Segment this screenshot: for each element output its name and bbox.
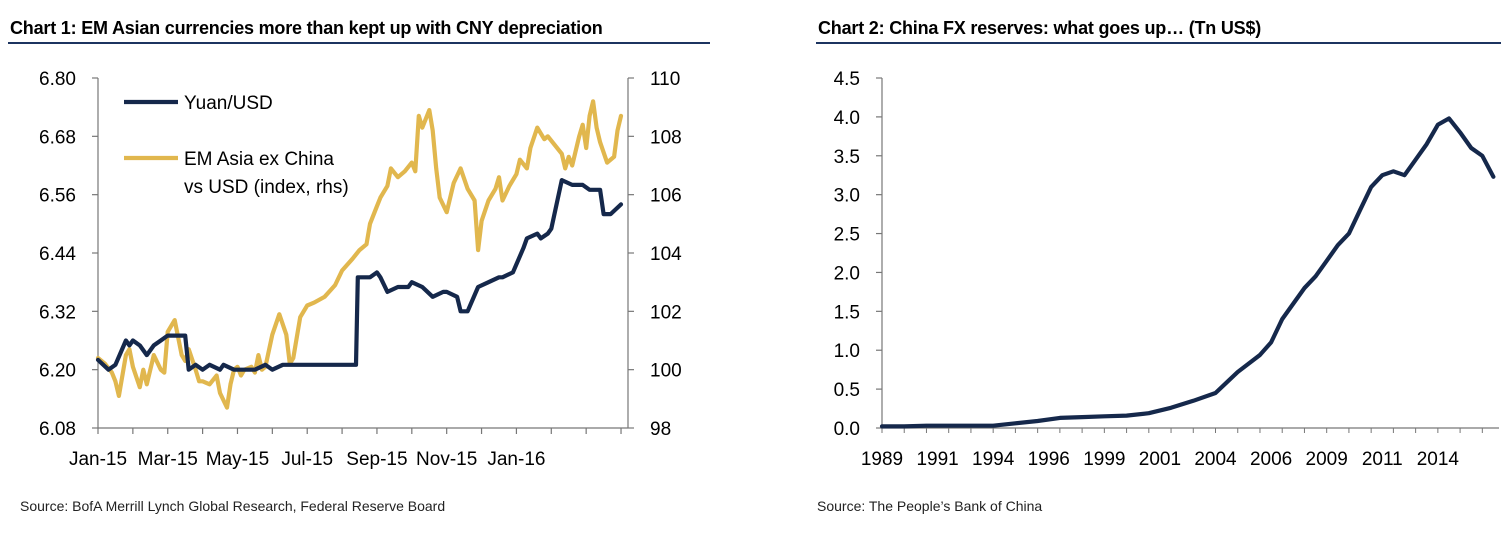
left-y-tick-label: 6.80	[39, 69, 76, 90]
yuan-usd-series-line	[95, 178, 624, 372]
x-tick-label: 2006	[1250, 449, 1292, 470]
right-y-tick-label: 104	[650, 244, 682, 265]
right-y-tick-label: 102	[650, 302, 682, 323]
chart-2-source: Source: The People’s Bank of China	[817, 498, 1043, 514]
chart-1-source: Source: BofA Merrill Lynch Global Resear…	[20, 498, 446, 514]
y-tick-label: 3.5	[834, 147, 860, 168]
x-tick-label: 2001	[1139, 449, 1181, 470]
y-tick-label: 1.5	[834, 302, 860, 323]
y-tick-label: 4.5	[834, 69, 860, 90]
legend-label-em-asia-line1: EM Asia ex China	[184, 149, 334, 170]
y-tick-label: 1.0	[834, 341, 860, 362]
left-y-tick-label: 6.44	[39, 244, 76, 265]
left-y-tick-label: 6.56	[39, 186, 76, 207]
right-y-tick-label: 98	[650, 419, 671, 440]
chart-2-panel: Chart 2: China FX reserves: what goes up…	[812, 0, 1501, 533]
x-tick-label: Jan-15	[69, 449, 127, 470]
left-y-tick-label: 6.68	[39, 127, 76, 148]
legend-label-em-asia-line2: vs USD (index, rhs)	[184, 177, 349, 198]
chart-1-panel: Chart 1: EM Asian currencies more than k…	[0, 0, 712, 533]
y-tick-label: 2.5	[834, 225, 860, 246]
y-tick-label: 3.0	[834, 186, 860, 207]
fx-reserves-series-line	[879, 116, 1496, 429]
x-tick-label: 1991	[916, 449, 958, 470]
x-tick-label: 2014	[1417, 449, 1460, 470]
x-tick-label: 1999	[1083, 449, 1125, 470]
x-tick-label: 2004	[1194, 449, 1237, 470]
x-tick-label: 2011	[1362, 449, 1403, 470]
x-tick-label: Nov-15	[416, 449, 477, 470]
legend-label-yuan: Yuan/USD	[184, 93, 273, 114]
chart-1-title: Chart 1: EM Asian currencies more than k…	[10, 18, 603, 38]
chart-2-plot: 0.0 0.5 1.0 1.5 2.0 2.5 3.0 3.5 4.0 4.5 1989 1991 19…	[834, 69, 1499, 470]
em-asia-series-line	[95, 99, 624, 410]
x-tick-label: 1996	[1028, 449, 1070, 470]
chart-1-title-rule	[8, 42, 710, 44]
chart-2-title-rule	[816, 42, 1501, 44]
y-tick-label: 4.0	[834, 108, 860, 129]
right-y-tick-label: 100	[650, 361, 682, 382]
y-tick-label: 0.5	[834, 380, 860, 401]
x-tick-label: Sep-15	[346, 449, 407, 470]
x-tick-label: Jan-16	[487, 449, 545, 470]
x-tick-label: Mar-15	[138, 449, 198, 470]
left-y-tick-label: 6.20	[39, 361, 76, 382]
right-y-tick-label: 106	[650, 186, 682, 207]
x-tick-label: May-15	[206, 449, 269, 470]
chart-1-plot: 6.08 6.20 6.32 6.44 6.56 6.68 6.80 98 100 102 104 1…	[39, 69, 682, 470]
x-tick-label: 1989	[861, 449, 903, 470]
x-tick-label: 2009	[1306, 449, 1348, 470]
left-y-tick-label: 6.32	[39, 302, 76, 323]
left-y-tick-label: 6.08	[39, 419, 76, 440]
y-tick-label: 0.0	[834, 419, 860, 440]
right-y-tick-label: 108	[650, 127, 682, 148]
right-y-tick-label: 110	[650, 69, 680, 90]
chart-2-title: Chart 2: China FX reserves: what goes up…	[818, 18, 1262, 38]
x-tick-label: Jul-15	[281, 449, 333, 470]
x-tick-label: 1994	[972, 449, 1015, 470]
y-tick-label: 2.0	[834, 263, 860, 284]
